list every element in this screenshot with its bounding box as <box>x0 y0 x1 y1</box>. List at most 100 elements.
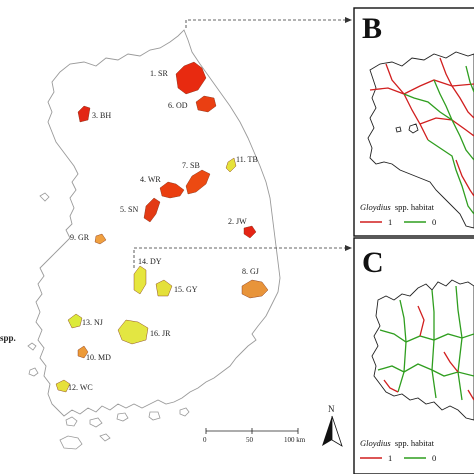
route-habitat-0 <box>455 285 463 401</box>
island <box>179 407 190 417</box>
island <box>27 342 37 351</box>
site-labels: 1. SR 3. BH 6. OD 7. SB 4. WR 5. SN 11. … <box>68 69 259 392</box>
site-label: 4. WR <box>140 175 161 184</box>
legend-value: 1 <box>388 453 392 463</box>
scale-bar <box>205 428 299 434</box>
site-3-bh[interactable] <box>77 105 91 123</box>
north-label: N <box>328 404 335 414</box>
route-habitat-0 <box>433 79 453 121</box>
site-11-tb[interactable] <box>225 157 237 173</box>
site-7-sb[interactable] <box>185 169 211 195</box>
legend-value: 1 <box>388 217 392 227</box>
panel-c-letter: C <box>362 246 384 279</box>
site-label: 3. BH <box>92 111 111 120</box>
leader-to-panel-b <box>185 19 346 28</box>
route-habitat-0 <box>431 289 437 399</box>
island <box>148 411 161 421</box>
legend-title-rest: spp. habitat <box>395 438 435 448</box>
island <box>39 192 50 202</box>
route-habitat-0 <box>465 65 474 93</box>
site-label: 8. GJ <box>242 267 259 276</box>
panel-b-legend-title: Gloydius spp. habitat <box>360 202 435 212</box>
site-2-jw[interactable] <box>243 225 257 239</box>
route-habitat-1 <box>383 379 399 393</box>
site-6-od[interactable] <box>195 95 217 113</box>
legend-species: Gloydius <box>360 438 391 448</box>
site-label: 7. SB <box>182 161 200 170</box>
cut-legend-text: spp. <box>0 333 16 343</box>
site-label: 11. TB <box>236 155 258 164</box>
island <box>89 417 103 428</box>
route-habitat-1 <box>417 305 425 337</box>
site-label: 12. WC <box>68 383 93 392</box>
site-label: 16. JR <box>150 329 171 338</box>
site-5-sn[interactable] <box>143 197 161 223</box>
panel-b-routes <box>369 57 474 215</box>
scale-label-100km: 100 km <box>284 436 306 444</box>
site-12-wc[interactable] <box>55 379 71 393</box>
site-1-sr[interactable] <box>175 61 207 95</box>
island <box>59 435 83 450</box>
site-9-gr[interactable] <box>94 233 107 245</box>
route-habitat-1 <box>443 351 459 373</box>
site-4-wr[interactable] <box>159 181 185 199</box>
scale-label-50: 50 <box>246 436 254 444</box>
study-sites <box>55 61 269 393</box>
north-arrow-left-half <box>322 416 332 446</box>
site-8-gj[interactable] <box>241 279 269 299</box>
island <box>116 412 129 422</box>
leader-to-panel-c <box>133 247 346 268</box>
route-habitat-0 <box>397 299 407 393</box>
island <box>99 433 111 442</box>
route-habitat-1 <box>439 57 474 119</box>
site-14-dy[interactable] <box>133 265 147 295</box>
panel-b: B Gloydius spp. habitat 1 0 <box>353 7 474 237</box>
site-label: 2. JW <box>228 217 247 226</box>
island <box>28 367 39 377</box>
route-habitat-1 <box>419 117 474 137</box>
panel-c: C Gloydius spp. habitat 1 0 <box>353 237 474 474</box>
site-label: 14. DY <box>138 257 162 266</box>
site-label: 1. SR <box>150 69 168 78</box>
site-label: 9. GR <box>70 233 90 242</box>
panel-b-outline-detail <box>395 123 419 134</box>
route-habitat-1 <box>467 389 474 401</box>
site-label: 13. NJ <box>82 318 103 327</box>
legend-value: 0 <box>432 453 436 463</box>
north-arrow-right-half <box>331 415 343 447</box>
site-16-jr[interactable] <box>117 319 149 345</box>
panel-b-outline <box>367 51 474 229</box>
zoom-leader-lines <box>133 19 346 268</box>
legend-value: 0 <box>432 217 436 227</box>
site-label: 6. OD <box>168 101 188 110</box>
site-label: 10. MD <box>86 353 111 362</box>
route-habitat-1 <box>385 63 429 141</box>
route-habitat-0 <box>379 329 474 343</box>
site-13-nj[interactable] <box>67 313 83 329</box>
route-habitat-1 <box>455 159 474 197</box>
panel-c-frame <box>353 237 474 474</box>
legend-title-rest: spp. habitat <box>395 202 435 212</box>
panel-c-routes <box>377 285 474 401</box>
island <box>65 416 78 427</box>
route-habitat-0 <box>377 363 474 377</box>
leader-arrowhead <box>345 245 352 251</box>
site-15-gy[interactable] <box>155 279 173 297</box>
route-habitat-0 <box>427 139 474 215</box>
site-label: 5. SN <box>120 205 138 214</box>
panel-b-frame <box>353 7 474 237</box>
site-10-md[interactable] <box>77 345 89 359</box>
site-label: 15. GY <box>174 285 198 294</box>
panel-c-legend-title: Gloydius spp. habitat <box>360 438 435 448</box>
legend-species: Gloydius <box>360 202 391 212</box>
route-habitat-0 <box>403 93 474 161</box>
peninsula-coastline <box>35 29 281 417</box>
panel-b-letter: B <box>362 12 382 45</box>
scale-label-0: 0 <box>203 436 207 444</box>
panel-c-outline <box>371 279 474 421</box>
peninsula-map <box>27 29 281 450</box>
route-habitat-1 <box>369 79 474 95</box>
leader-arrowhead <box>345 17 352 23</box>
north-arrow-icon: N <box>322 404 343 447</box>
